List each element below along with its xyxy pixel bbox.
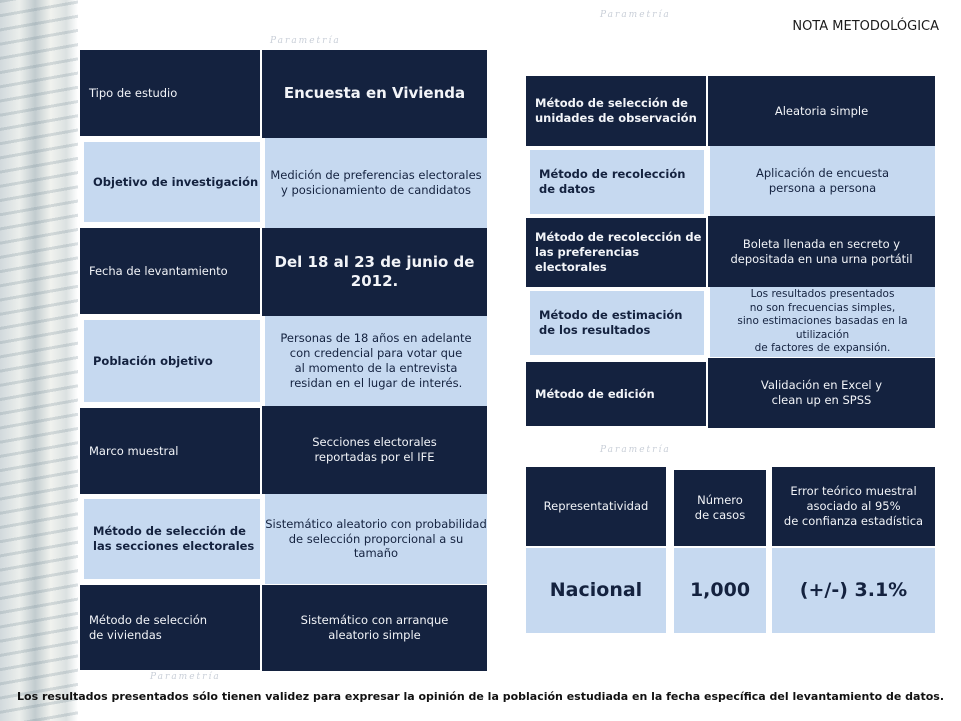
header-error-muestral: Error teórico muestral asociado al 95% d… (772, 467, 935, 546)
tree-branches-decoration (0, 0, 78, 721)
watermark: Parametría (600, 10, 671, 20)
watermark: Parametría (270, 36, 341, 46)
label-recoleccion-datos: Método de recolección de datos (526, 146, 708, 218)
value-objetivo: Medición de preferencias electorales y p… (265, 138, 487, 228)
label-seleccion-secciones: Método de selección de las secciones ele… (80, 495, 264, 583)
value-fecha: Del 18 al 23 de junio de 2012. (262, 228, 487, 316)
value-seleccion-secciones: Sistemático aleatorio con probabilidad d… (265, 494, 487, 584)
value-edicion: Validación en Excel y clean up en SPSS (708, 358, 935, 428)
tree-background-image (0, 0, 78, 721)
footer-disclaimer: Los resultados presentados sólo tienen v… (17, 690, 944, 703)
label-poblacion: Población objetivo (80, 316, 264, 406)
value-marco: Secciones electorales reportadas por el … (262, 406, 487, 494)
header-numero-casos: Número de casos (674, 470, 766, 546)
value-estimacion: Los resultados presentados no son frecue… (710, 287, 935, 357)
label-edicion: Método de edición (526, 362, 706, 426)
label-objetivo: Objetivo de investigación (80, 138, 264, 226)
value-poblacion: Personas de 18 años en adelante con cred… (265, 316, 487, 406)
label-estimacion: Método de estimación de los resultados (526, 287, 708, 359)
value-recoleccion-datos: Aplicación de encuesta persona a persona (710, 146, 935, 216)
value-error-muestral: (+/-) 3.1% (772, 548, 935, 633)
value-recoleccion-preferencias: Boleta llenada en secreto y depositada e… (708, 216, 935, 287)
label-recoleccion-preferencias: Método de recolección de las preferencia… (526, 218, 706, 287)
value-tipo-estudio: Encuesta en Vivienda (262, 50, 487, 138)
value-seleccion-viviendas: Sistemático con arranque aleatorio simpl… (262, 585, 487, 671)
label-fecha: Fecha de levantamiento (80, 228, 260, 314)
label-marco: Marco muestral (80, 408, 260, 494)
value-representatividad: Nacional (526, 548, 666, 633)
label-tipo-estudio: Tipo de estudio (80, 50, 260, 136)
header-representatividad: Representatividad (526, 467, 666, 546)
watermark: Parametría (600, 445, 671, 455)
page-title: NOTA METODOLÓGICA (792, 19, 939, 34)
watermark: Parametría (150, 672, 221, 682)
label-seleccion-viviendas: Método de selección de viviendas (80, 585, 260, 670)
label-seleccion-unidades: Método de selección de unidades de obser… (526, 76, 706, 146)
value-seleccion-unidades: Aleatoria simple (708, 76, 935, 146)
value-numero-casos: 1,000 (674, 548, 766, 633)
